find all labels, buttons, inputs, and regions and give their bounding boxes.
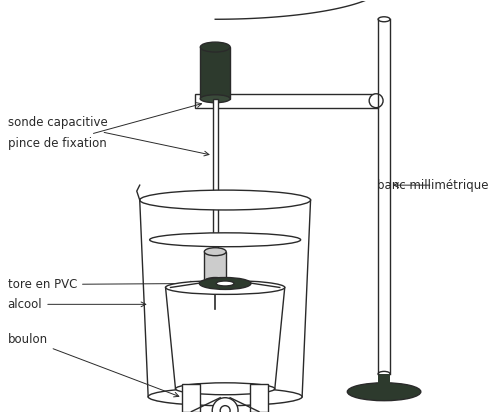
Ellipse shape (378, 371, 390, 376)
Bar (195, 94, 378, 108)
Text: pince de fixation: pince de fixation (7, 103, 202, 150)
Bar (182, 384, 200, 412)
Text: alcool: alcool (7, 298, 146, 311)
Ellipse shape (204, 278, 226, 285)
Ellipse shape (200, 42, 230, 52)
Ellipse shape (378, 17, 390, 22)
Bar (200, 47, 230, 99)
Ellipse shape (150, 233, 301, 247)
Ellipse shape (176, 383, 275, 395)
Bar (378, 374, 390, 392)
Circle shape (212, 398, 238, 413)
Ellipse shape (216, 281, 234, 286)
Bar (212, 99, 218, 255)
Text: tore en PVC: tore en PVC (7, 278, 195, 291)
Ellipse shape (148, 388, 302, 406)
Ellipse shape (166, 280, 285, 294)
Bar (204, 252, 226, 282)
Ellipse shape (204, 248, 226, 256)
Ellipse shape (200, 95, 230, 103)
Bar (250, 384, 268, 412)
Ellipse shape (199, 278, 251, 290)
Text: sonde capacitive: sonde capacitive (7, 116, 209, 156)
Circle shape (220, 406, 230, 413)
Text: boulon: boulon (7, 332, 179, 397)
Text: banc millimétrique: banc millimétrique (377, 179, 489, 192)
Ellipse shape (347, 383, 421, 401)
Circle shape (369, 94, 383, 108)
Ellipse shape (140, 190, 311, 210)
